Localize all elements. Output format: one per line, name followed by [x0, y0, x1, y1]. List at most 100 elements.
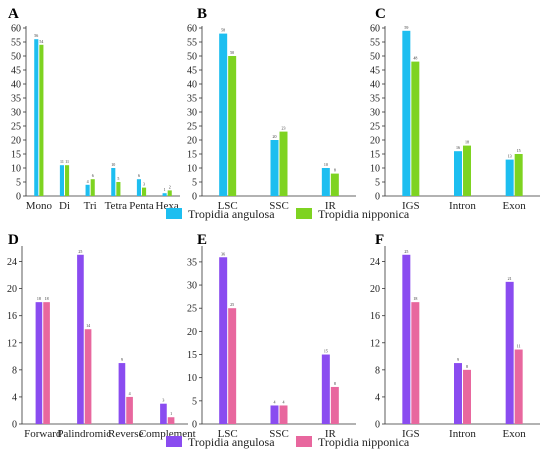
- chart-panel-f: F 0 4 8 12 16 20 24 25 18 IGS 9 8 Intron 21 11 Exon: [370, 232, 540, 440]
- x-tick-label: Penta: [129, 200, 154, 212]
- bar-value-label: 8: [466, 364, 468, 369]
- bar-value-label: 8: [334, 168, 336, 173]
- bar: [85, 184, 90, 196]
- y-tick-label: 20: [370, 136, 380, 147]
- bar-value-label: 18: [413, 296, 417, 301]
- bar: [35, 302, 43, 424]
- bar-value-label: 15: [324, 349, 328, 354]
- y-tick-label: 0: [16, 192, 21, 203]
- bar: [167, 417, 175, 424]
- y-tick-label: 20: [187, 136, 197, 147]
- y-tick-label: 45: [11, 66, 21, 77]
- y-tick-label: 16: [370, 311, 380, 322]
- bar: [219, 33, 228, 196]
- bar-value-label: 1: [170, 411, 172, 416]
- bar: [90, 179, 95, 196]
- y-tick-label: 25: [11, 122, 21, 133]
- bar: [59, 165, 64, 196]
- bar: [116, 182, 121, 196]
- y-tick-label: 55: [370, 38, 380, 49]
- bar: [43, 302, 50, 424]
- bar-value-label: 10: [324, 162, 328, 167]
- y-tick-label: 30: [370, 108, 380, 119]
- bar-value-label: 21: [508, 276, 512, 281]
- y-tick-label: 15: [187, 350, 197, 361]
- y-tick-label: 15: [187, 150, 197, 161]
- bar: [411, 302, 420, 424]
- legend-swatch: [166, 436, 182, 447]
- bar: [279, 131, 288, 196]
- bar: [514, 349, 523, 424]
- bar-value-label: 18: [465, 140, 469, 145]
- y-tick-label: 0: [375, 192, 380, 203]
- bar: [34, 39, 39, 197]
- bar-value-label: 18: [45, 296, 49, 301]
- bar-value-label: 25: [78, 249, 82, 254]
- bar: [279, 405, 288, 424]
- bar: [505, 281, 514, 424]
- legend-top: Tropidia angulosa Tropidia nipponica: [166, 207, 410, 221]
- y-tick-label: 25: [370, 122, 380, 133]
- y-tick-label: 20: [187, 327, 197, 338]
- chart-panel-e: E 0 5 10 15 20 25 30 35 36 25 LSC 4 4 SSC 15 8 IR: [187, 232, 356, 440]
- y-tick-label: 20: [370, 284, 380, 295]
- y-tick-label: 40: [370, 80, 380, 91]
- y-tick-label: 5: [16, 178, 21, 189]
- bar-value-label: 10: [111, 162, 115, 167]
- y-tick-label: 50: [11, 52, 21, 63]
- x-tick-label: IGS: [402, 428, 420, 440]
- bar: [463, 145, 471, 196]
- bar-value-label: 9: [457, 357, 459, 362]
- bar-value-label: 56: [34, 33, 38, 38]
- x-tick-label: IGS: [402, 200, 420, 212]
- legend-label: Tropidia nipponica: [318, 435, 410, 449]
- bar-value-label: 11: [65, 159, 69, 164]
- bar: [463, 369, 471, 424]
- panel-letter: D: [8, 232, 19, 248]
- legend-swatch: [166, 208, 182, 219]
- x-tick-label: Intron: [449, 200, 476, 212]
- x-tick-label: Tetra: [105, 200, 128, 212]
- bar: [118, 363, 126, 424]
- bar-value-label: 59: [404, 25, 408, 30]
- bar-value-label: 5: [117, 176, 119, 181]
- y-tick-label: 0: [12, 420, 17, 431]
- bar: [219, 257, 228, 424]
- bar: [321, 168, 330, 196]
- bar-value-label: 25: [230, 302, 234, 307]
- bar-value-label: 13: [508, 154, 512, 159]
- x-tick-label: Forward: [24, 428, 62, 440]
- x-tick-label: Exon: [503, 200, 527, 212]
- y-tick-label: 20: [7, 284, 17, 295]
- bar-value-label: 6: [92, 173, 94, 178]
- bar-value-label: 20: [273, 134, 277, 139]
- chart-panel-d: D 0 4 8 12 16 20 24 18 18 Forward 25 14 Palindromic 9 4…: [7, 232, 196, 440]
- y-tick-label: 45: [187, 66, 197, 77]
- y-tick-label: 16: [7, 311, 17, 322]
- x-tick-label: IR: [325, 428, 337, 440]
- y-tick-label: 60: [11, 24, 21, 35]
- bar: [136, 179, 141, 196]
- bar: [321, 354, 330, 424]
- y-tick-label: 40: [11, 80, 21, 91]
- x-tick-label: IR: [325, 200, 337, 212]
- x-tick-label: Intron: [449, 428, 476, 440]
- y-tick-label: 8: [12, 365, 17, 376]
- x-tick-label: LSC: [218, 428, 238, 440]
- bar: [162, 193, 167, 196]
- bar: [411, 61, 420, 196]
- bar: [167, 190, 172, 196]
- y-tick-label: 4: [375, 392, 380, 403]
- bar: [330, 173, 339, 196]
- y-tick-label: 10: [370, 164, 380, 175]
- y-tick-label: 55: [11, 38, 21, 49]
- y-tick-label: 60: [370, 24, 380, 35]
- y-tick-label: 55: [187, 38, 197, 49]
- bar: [505, 159, 514, 196]
- bar: [330, 386, 339, 424]
- bar: [402, 254, 411, 424]
- y-tick-label: 60: [187, 24, 197, 35]
- bar-value-label: 15: [517, 148, 521, 153]
- bar-value-label: 3: [143, 182, 145, 187]
